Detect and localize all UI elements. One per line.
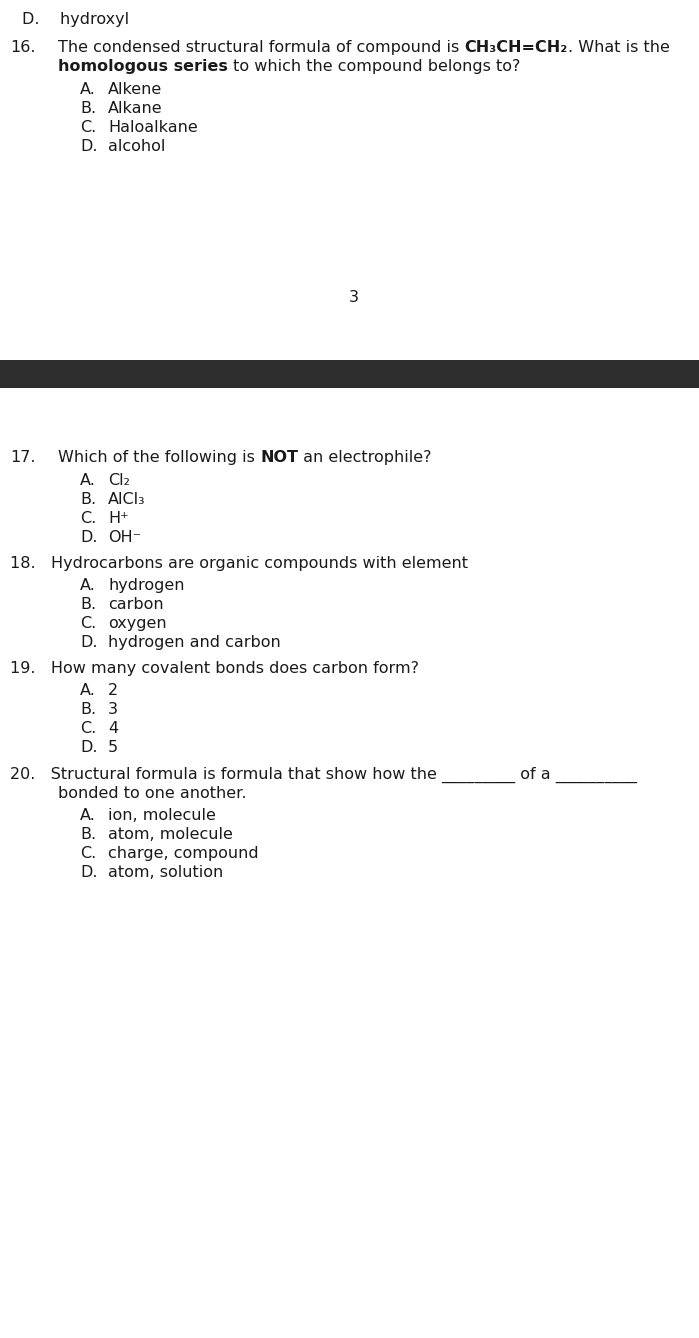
Text: A.: A. [80, 82, 96, 96]
Text: NOT: NOT [260, 450, 298, 466]
Text: 18.   Hydrocarbons are organic compounds with element: 18. Hydrocarbons are organic compounds w… [10, 557, 468, 571]
Text: 4: 4 [108, 721, 118, 736]
Text: atom, molecule: atom, molecule [108, 827, 233, 842]
Text: D.: D. [80, 864, 97, 880]
Text: C.: C. [80, 120, 96, 135]
Text: B.: B. [80, 100, 96, 116]
Text: 19.   How many covalent bonds does carbon form?: 19. How many covalent bonds does carbon … [10, 661, 419, 676]
Text: 16.: 16. [10, 40, 36, 55]
Text: B.: B. [80, 827, 96, 842]
Text: C.: C. [80, 721, 96, 736]
Text: hydrogen and carbon: hydrogen and carbon [108, 636, 281, 650]
Text: to which the compound belongs to?: to which the compound belongs to? [228, 59, 520, 74]
Text: The condensed structural formula of compound is: The condensed structural formula of comp… [58, 40, 464, 55]
Text: A.: A. [80, 808, 96, 823]
Text: H⁺: H⁺ [108, 511, 129, 526]
Text: Cl₂: Cl₂ [108, 474, 130, 488]
Text: oxygen: oxygen [108, 615, 166, 632]
Text: D.: D. [80, 530, 97, 545]
Text: charge, compound: charge, compound [108, 846, 259, 860]
Text: B.: B. [80, 597, 96, 611]
Text: . What is the: . What is the [568, 40, 670, 55]
Text: an electrophile?: an electrophile? [298, 450, 431, 466]
Text: D.: D. [80, 740, 97, 755]
Text: CH₃CH=CH₂: CH₃CH=CH₂ [464, 40, 568, 55]
Text: C.: C. [80, 846, 96, 860]
Text: 17.: 17. [10, 450, 36, 466]
Text: D.    hydroxyl: D. hydroxyl [22, 12, 129, 27]
Text: homologous series: homologous series [58, 59, 228, 74]
Text: Alkene: Alkene [108, 82, 162, 96]
Text: Alkane: Alkane [108, 100, 163, 116]
Text: 5: 5 [108, 740, 118, 755]
Text: D.: D. [80, 139, 97, 154]
Text: B.: B. [80, 702, 96, 717]
Text: atom, solution: atom, solution [108, 864, 223, 880]
Text: bonded to one another.: bonded to one another. [58, 785, 247, 801]
Text: A.: A. [80, 682, 96, 698]
Text: 3: 3 [349, 290, 359, 305]
Text: 3: 3 [108, 702, 118, 717]
Text: ion, molecule: ion, molecule [108, 808, 216, 823]
Text: C.: C. [80, 511, 96, 526]
Text: 2: 2 [108, 682, 118, 698]
Text: C.: C. [80, 615, 96, 632]
Text: A.: A. [80, 578, 96, 593]
Text: hydrogen: hydrogen [108, 578, 185, 593]
Text: Haloalkane: Haloalkane [108, 120, 198, 135]
Text: OH⁻: OH⁻ [108, 530, 141, 545]
Text: Which of the following is: Which of the following is [58, 450, 260, 466]
Text: AlCl₃: AlCl₃ [108, 492, 145, 507]
Text: D.: D. [80, 636, 97, 650]
Bar [0, 360, 699, 388]
Text: alcohol: alcohol [108, 139, 166, 154]
Text: carbon: carbon [108, 597, 164, 611]
Text: A.: A. [80, 474, 96, 488]
Text: 20.   Structural formula is formula that show how the _________ of a __________: 20. Structural formula is formula that s… [10, 767, 637, 783]
Text: B.: B. [80, 492, 96, 507]
